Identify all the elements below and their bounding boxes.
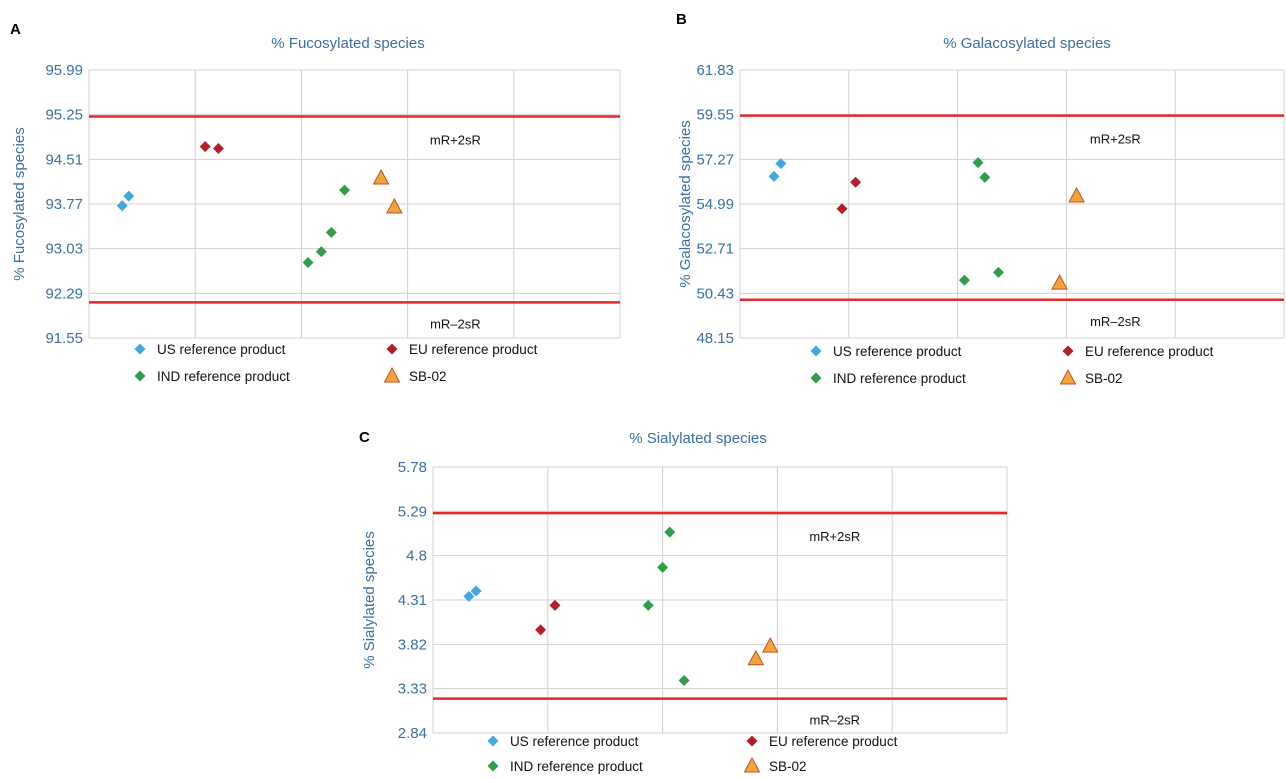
data-point-ind (339, 184, 351, 196)
y-axis-label: % Galacosylated species (677, 120, 694, 288)
legend-label-us: US reference product (833, 344, 962, 359)
lower-limit-label: mR–2sR (1090, 314, 1141, 329)
data-point-ind (642, 599, 654, 611)
y-tick-label: 54.99 (696, 196, 734, 213)
legend-marker-ind (810, 372, 822, 384)
legend-marker-us (810, 345, 822, 357)
data-point-ind (958, 274, 970, 286)
chart-title: % Galacosylated species (943, 35, 1111, 52)
data-point-ind (302, 257, 314, 269)
y-tick-label: 92.29 (45, 285, 83, 302)
y-tick-label: 5.29 (398, 503, 427, 520)
y-tick-label: 4.31 (398, 592, 427, 609)
data-point-us (116, 200, 128, 212)
legend: US reference product EU reference product… (810, 344, 1214, 386)
legend-label-ind: IND reference product (510, 759, 643, 774)
legend-marker-eu (746, 735, 758, 747)
data-point-us (470, 585, 482, 597)
lower-limit-label: mR–2sR (810, 713, 861, 728)
panel-letter: A (10, 21, 21, 38)
data-point-eu (535, 624, 547, 636)
y-tick-label: 61.83 (696, 62, 734, 79)
legend-label-us: US reference product (510, 734, 639, 749)
y-tick-label: 52.71 (696, 241, 734, 258)
legend-label-ind: IND reference product (157, 369, 290, 384)
y-tick-label: 95.25 (45, 107, 83, 124)
data-point-sb (385, 197, 403, 214)
chart-title: % Fucosylated species (271, 35, 424, 52)
legend-label-sb: SB-02 (409, 369, 447, 384)
y-tick-label: 57.27 (696, 151, 734, 168)
data-point-ind (678, 675, 690, 687)
lower-limit-label: mR–2sR (430, 316, 481, 331)
data-point-ind (315, 246, 327, 258)
legend-label-eu: EU reference product (1085, 344, 1214, 359)
legend-label-sb: SB-02 (1085, 371, 1123, 386)
upper-limit-label: mR+2sR (1090, 132, 1141, 147)
legend-label-sb: SB-02 (769, 759, 807, 774)
data-point-sb (1068, 186, 1085, 203)
y-tick-label: 91.55 (45, 330, 83, 347)
data-point-eu (836, 203, 848, 215)
upper-limit-label: mR+2sR (430, 132, 481, 147)
data-point-eu (850, 176, 862, 188)
legend-marker-sb (743, 756, 761, 773)
data-point-sb (761, 637, 779, 653)
y-tick-label: 2.84 (398, 725, 427, 742)
legend-marker-us (134, 343, 146, 355)
y-axis-label: % Sialylated species (361, 531, 378, 669)
data-point-ind (325, 226, 337, 238)
legend-marker-ind (487, 760, 499, 772)
legend-marker-sb (1059, 368, 1077, 385)
data-point-sb (372, 168, 390, 185)
legend-marker-eu (386, 343, 398, 355)
y-tick-label: 3.33 (398, 681, 427, 698)
y-tick-label: 4.8 (406, 548, 427, 565)
data-point-sb (1051, 274, 1068, 290)
y-axis-label: % Fucosylated species (11, 127, 28, 280)
legend-marker-sb (383, 366, 401, 383)
legend-marker-eu (1062, 345, 1074, 357)
data-point-ind (657, 561, 669, 573)
data-point-us (123, 190, 135, 202)
data-point-ind (979, 171, 991, 183)
upper-limit-label: mR+2sR (809, 529, 860, 544)
y-tick-label: 50.43 (696, 285, 734, 302)
data-point-sb (747, 649, 765, 666)
legend-label-eu: EU reference product (769, 734, 898, 749)
data-point-us (768, 170, 780, 182)
panel-letter: B (676, 11, 687, 28)
y-tick-label: 5.78 (398, 459, 427, 476)
legend-label-us: US reference product (157, 342, 286, 357)
y-tick-label: 94.51 (45, 151, 83, 168)
data-point-eu (199, 141, 211, 153)
y-tick-label: 59.55 (696, 107, 734, 124)
legend-marker-ind (134, 370, 146, 382)
legend-label-ind: IND reference product (833, 371, 966, 386)
data-point-ind (992, 266, 1004, 278)
data-point-eu (549, 599, 561, 611)
data-point-eu (212, 142, 224, 154)
legend: US reference product EU reference product… (134, 342, 538, 384)
data-point-ind (664, 526, 676, 538)
chart-title: % Sialylated species (629, 430, 767, 447)
y-tick-label: 48.15 (696, 330, 734, 347)
y-tick-label: 3.82 (398, 636, 427, 653)
chart-panel-c: C % Sialylated species 5.78 5.29 4.8 4.31 3.82… (359, 429, 1008, 774)
legend-label-eu: EU reference product (409, 342, 538, 357)
panel-letter: C (359, 429, 370, 446)
legend-marker-us (487, 735, 499, 747)
data-point-ind (972, 157, 984, 169)
y-tick-label: 93.77 (45, 196, 83, 213)
legend: US reference product EU reference product… (487, 734, 898, 774)
data-point-us (463, 590, 475, 602)
chart-panel-b: B % Galacosylated species 61.83 59.55 57.27 5… (676, 11, 1285, 386)
data-point-us (775, 158, 787, 170)
chart-panel-a: A % Fucosylated species 95.99 95.25 94.51 93.… (10, 21, 621, 384)
y-tick-label: 93.03 (45, 241, 83, 258)
y-tick-label: 95.99 (45, 62, 83, 79)
